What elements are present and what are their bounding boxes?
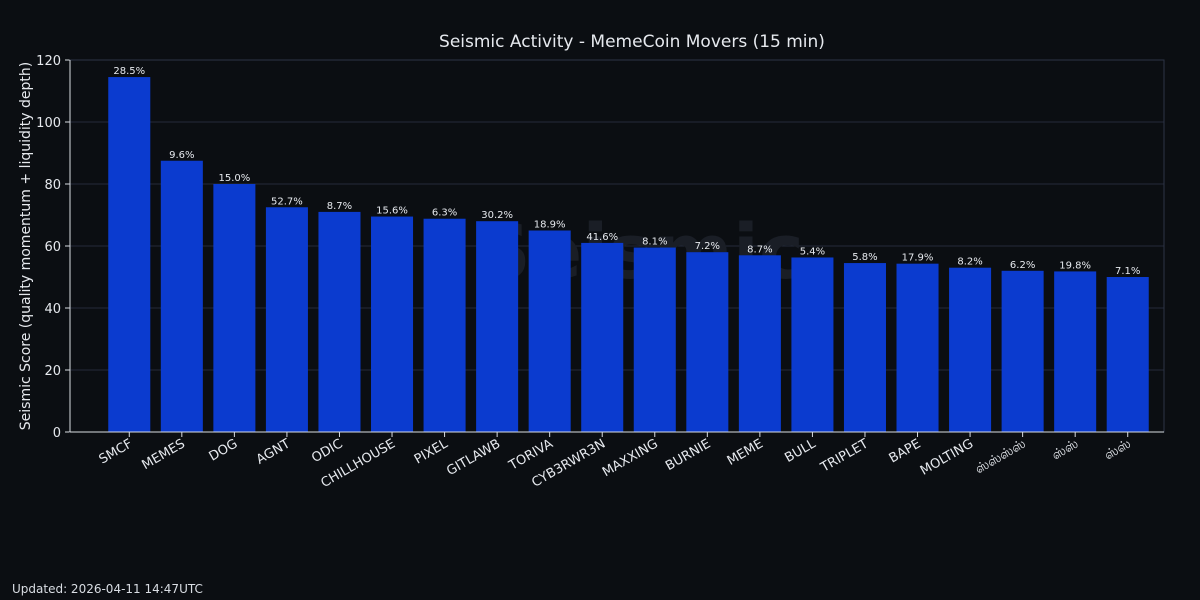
bar [791,257,834,432]
bar [581,242,624,432]
bar-value-label: 8.2% [957,257,982,268]
y-tick-label: 40 [44,302,61,317]
bar-value-label: 6.3% [432,208,457,219]
x-tick-label: MEMES [140,436,188,473]
bar [949,267,992,432]
bar-value-label: 5.8% [852,252,877,263]
bar-value-label: 7.2% [695,241,720,252]
bar-value-label: 19.8% [1059,260,1091,271]
x-tick-label: BULL [782,436,819,466]
y-axis-label: Seismic Score (quality momentum + liquid… [18,62,34,430]
updated-timestamp: Updated: 2026-04-11 14:47UTC [12,582,203,596]
bar-value-label: 52.7% [271,196,303,207]
bar [843,263,886,432]
bar [738,255,781,432]
y-tick-label: 20 [44,364,61,379]
bar-value-label: 9.6% [169,150,194,161]
x-tick-label: BURNIE [663,436,713,474]
x-tick-label: DOG [207,436,241,464]
x-tick-label: SMCF [97,436,136,467]
x-tick-label: TRIPLET [818,436,871,476]
x-tick-label: ODIC [309,436,345,466]
bar [1106,277,1149,432]
x-tick-label: MAXXING [600,436,661,480]
bar-value-label: 18.9% [534,220,566,231]
bar [1001,270,1044,432]
bar [1054,271,1097,432]
y-tick-label: 0 [53,426,61,441]
x-tick-label: PIXEL [412,436,451,467]
x-tick-label: GITLAWB [444,436,503,479]
bar [423,218,466,432]
bar [108,77,151,433]
x-tick-label: ஸ்ஸ் [1049,436,1081,463]
bar-value-label: 7.1% [1115,266,1140,277]
x-tick-label: ஸ்ஸ் [1102,436,1134,463]
x-tick-label: MEME [725,436,766,468]
x-tick-label: ஸ்ஸ்ஸ்ஸ் [973,436,1029,477]
y-tick-label: 80 [44,178,61,193]
bar [265,207,308,432]
bar-value-label: 15.0% [218,173,250,184]
bar-value-label: 41.6% [586,232,618,243]
bar-value-label: 15.6% [376,206,408,217]
bar [528,230,571,432]
bar [686,252,729,432]
x-tick-label: BAPE [887,436,924,466]
bar-value-label: 17.9% [902,253,934,264]
bar-value-label: 8.7% [327,201,352,212]
y-tick-label: 120 [36,54,61,69]
y-tick-label: 100 [36,116,61,131]
chart-title: Seismic Activity - MemeCoin Movers (15 m… [439,32,825,52]
y-tick-label: 60 [44,240,61,255]
bar-value-label: 8.1% [642,237,667,248]
bar [371,216,414,432]
bar [213,184,256,432]
x-tick-label: AGNT [254,436,293,467]
x-tick-label: MOLTING [918,436,976,478]
bar-value-label: 8.7% [747,244,772,255]
bar [633,247,676,432]
bar-value-label: 28.5% [113,66,145,77]
bar-value-label: 6.2% [1010,260,1035,271]
bar [476,221,519,432]
bar [318,211,361,432]
bar [160,160,203,432]
bar-value-label: 30.2% [481,210,513,221]
bar-value-label: 5.4% [800,246,825,257]
bars: 28.5% 9.6% 15.0% 52.7% 8.7% 15.6% 6.3% 30.2% 18.… [108,66,1149,433]
bar [896,263,939,432]
